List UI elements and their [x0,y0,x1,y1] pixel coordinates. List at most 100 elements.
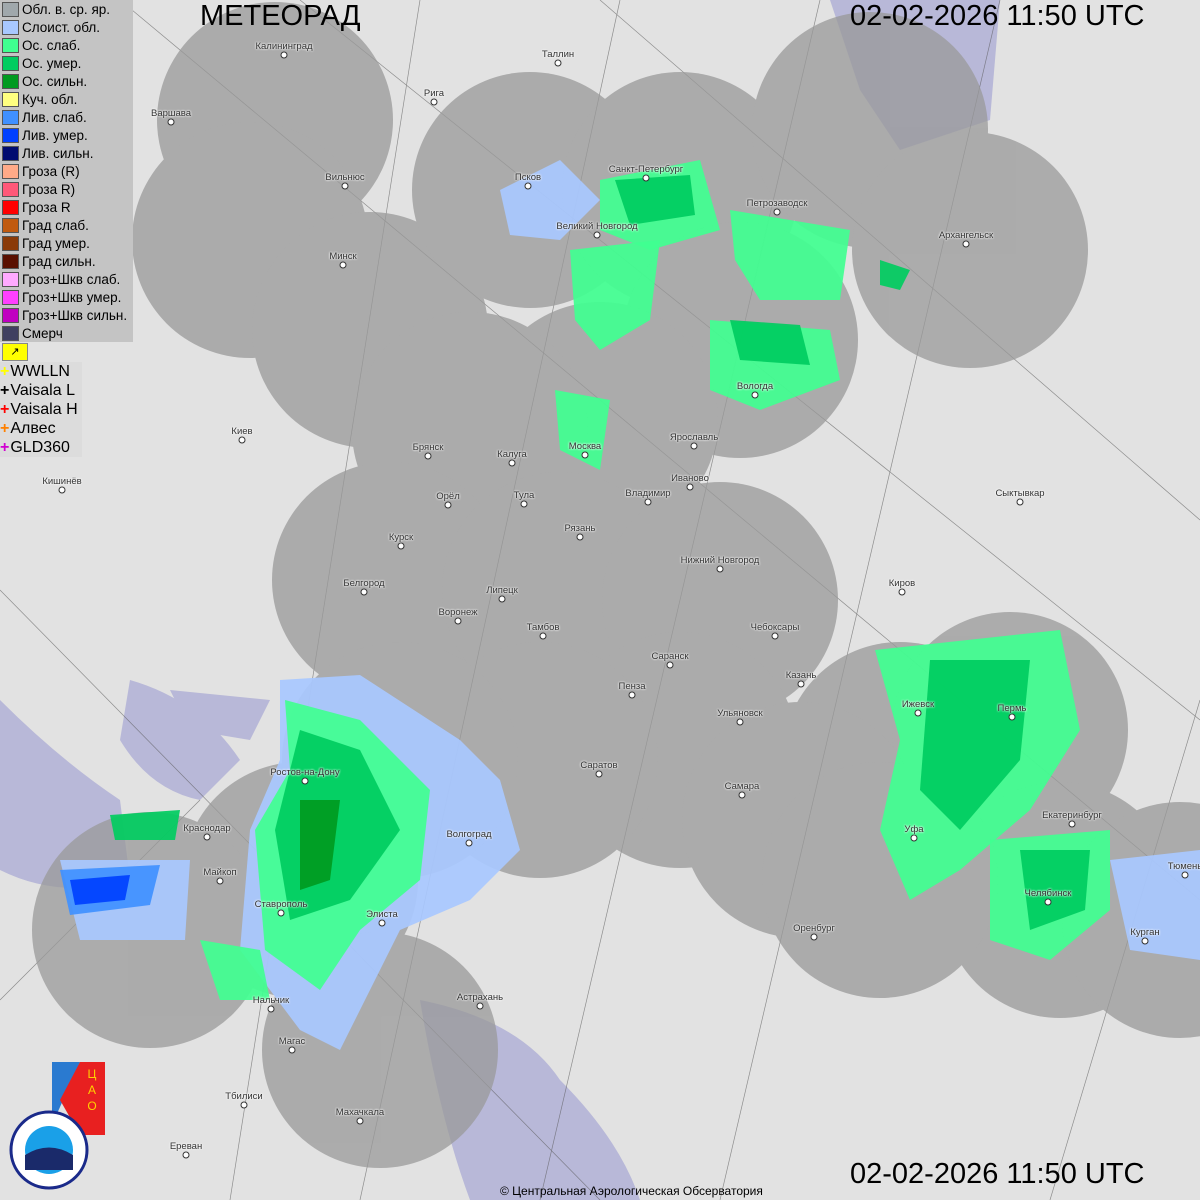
city-label: Курск [388,532,414,543]
legend-swatch [2,37,19,53]
city-label: Вологда [736,381,774,392]
city-marker [644,498,652,506]
legend-label: Ос. сильн. [22,73,88,89]
city-label: Владимир [625,488,671,499]
city-marker [593,231,601,239]
lightning-network-item[interactable]: +Алвес [0,419,82,438]
cross-icon: + [0,401,10,418]
city-marker [397,542,405,550]
city-label: Тула [513,490,535,501]
svg-text:Ц: Ц [88,1067,97,1081]
lightning-network-item[interactable]: +Vaisala H [0,400,82,419]
city-marker [686,483,694,491]
legend-item: Град сильн. [0,252,133,270]
precipitation-area [730,320,810,365]
azov-sea [170,690,270,740]
precipitation-area [615,175,695,225]
city-marker [216,877,224,885]
legend-swatch [2,325,19,341]
lightning-network-item[interactable]: +Vaisala L [0,381,82,400]
city-label: Саратов [580,760,618,771]
city-label: Ижевск [901,699,935,710]
city-label: Липецк [486,585,518,596]
city-marker [341,182,349,190]
city-label: Вильнюс [325,172,365,183]
timestamp-top: 02-02-2026 11:50 UTC [850,0,1145,32]
radar-coverage-circle [852,132,1088,368]
city-marker [444,501,452,509]
legend-label: Град сильн. [22,253,96,269]
legend-item: Ос. сильн. [0,72,133,90]
legend-item: Гроз+Шкв умер. [0,288,133,306]
city-label: Элиста [366,909,398,920]
city-marker [430,98,438,106]
lightning-network-item[interactable]: +WWLLN [0,362,82,381]
lightning-network-item[interactable]: +GLD360 [0,438,82,457]
lightning-label: GLD360 [10,439,70,456]
city-label: Пермь [997,703,1027,714]
legend-item: Гроза R) [0,180,133,198]
city-marker [642,174,650,182]
city-marker [288,1046,296,1054]
city-label: Калининград [255,41,313,52]
city-label: Екатеринбург [1042,810,1102,821]
city-marker [797,680,805,688]
city-marker [240,1101,248,1109]
svg-text:О: О [87,1099,96,1113]
city-marker [1016,498,1024,506]
city-marker [751,391,759,399]
lightning-label: Vaisala H [10,401,78,418]
city-marker [524,182,532,190]
black-sea [120,680,240,800]
city-marker [576,533,584,541]
legend-swatch [2,55,19,71]
city-marker [1181,871,1189,879]
city-marker [356,1117,364,1125]
precipitation-area [1020,850,1090,930]
city-marker [914,709,922,717]
city-label: Майкоп [203,867,237,878]
cross-icon: + [0,420,10,437]
legend-swatch [2,73,19,89]
city-label: Казань [785,670,817,681]
legend-item: Ос. умер. [0,54,133,72]
city-label: Орёл [436,491,460,502]
city-label: Ульяновск [717,708,763,719]
legend-item: Гроза R [0,198,133,216]
legend-swatch [2,19,19,35]
precipitation-area [570,240,660,350]
legend-label: Лив. умер. [22,127,88,143]
flag-toggle-icon[interactable]: ↗ [2,343,28,361]
city-marker [690,442,698,450]
city-label: Волгоград [446,829,492,840]
precipitation-area [1110,850,1200,960]
lightning-label: WWLLN [10,363,70,380]
legend-label: Град слаб. [22,217,89,233]
legend-swatch [2,199,19,215]
city-marker [476,1002,484,1010]
city-marker [167,118,175,126]
legend-label: Обл. в. ср. яр. [22,1,111,17]
city-marker [498,595,506,603]
city-marker [738,791,746,799]
radar-coverage-circle [272,462,508,698]
city-marker [520,500,528,508]
city-label: Чебоксары [750,622,800,633]
city-label: Псков [514,172,542,183]
city-marker [301,777,309,785]
city-marker [280,51,288,59]
lightning-label: Алвес [10,420,56,437]
legend-swatch [2,271,19,287]
legend-swatch [2,109,19,125]
legend-label: Гроза R) [22,181,76,197]
city-label: Минск [329,251,357,262]
legend-label: Гроза R [22,199,71,215]
legend-item: Слоист. обл. [0,18,133,36]
precipitation-area [880,260,910,290]
svg-text:А: А [88,1083,96,1097]
city-marker [424,452,432,460]
legend-item: Град слаб. [0,216,133,234]
legend-swatch [2,253,19,269]
legend-label: Гроза (R) [22,163,80,179]
